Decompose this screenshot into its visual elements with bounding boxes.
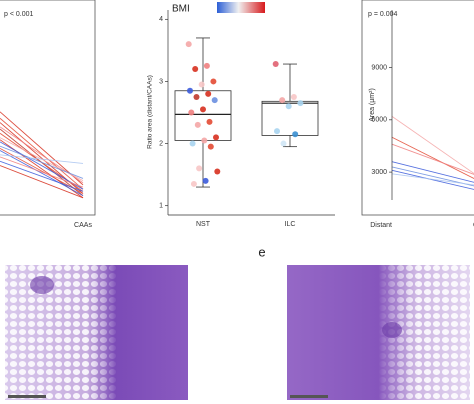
data-point	[292, 131, 299, 138]
panel-label: e	[258, 244, 265, 259]
series-line	[0, 141, 84, 190]
data-point	[188, 109, 195, 116]
legend-title: BMI	[172, 4, 190, 15]
series-line	[391, 161, 474, 183]
series-line	[0, 165, 84, 199]
series-line	[0, 154, 84, 164]
right-frame	[361, 0, 474, 216]
series-line	[391, 115, 474, 175]
data-point	[213, 134, 219, 141]
data-point	[187, 87, 193, 94]
data-point	[200, 106, 206, 113]
p-value: p < 0.001	[4, 11, 33, 18]
data-point	[280, 140, 287, 147]
data-point	[192, 66, 199, 73]
tissue-spot	[30, 276, 54, 294]
data-point	[285, 103, 292, 110]
y-tick-label: 3	[159, 78, 163, 85]
series-line	[0, 160, 84, 192]
y-tick-label: 9000	[371, 64, 387, 71]
x-tick-label: NST	[196, 221, 211, 228]
scale-bar	[290, 395, 328, 398]
data-point	[196, 165, 203, 172]
series-line	[391, 143, 474, 175]
adipocytes	[287, 265, 470, 400]
y-tick-label: 2	[159, 140, 163, 147]
series-line	[391, 169, 474, 190]
y-axis-label: Ratio area (distant/CAAs)	[147, 75, 154, 149]
p-value: p = 0.004	[368, 11, 397, 18]
y-axis-label: Area (µm²)	[369, 88, 376, 122]
data-point	[297, 100, 304, 107]
box	[261, 100, 319, 136]
data-point	[214, 168, 221, 175]
series-line	[0, 156, 84, 188]
left-frame	[0, 0, 96, 216]
series-line	[391, 136, 474, 180]
y-tick-label: 6000	[371, 117, 387, 124]
x-tick-label: CAAs	[74, 222, 92, 229]
data-point	[193, 93, 200, 100]
data-point	[206, 118, 213, 125]
y-tick-label: 3000	[371, 169, 387, 176]
data-point	[189, 140, 196, 147]
data-point	[211, 97, 218, 104]
tissue-spot	[382, 322, 402, 338]
data-point	[194, 121, 201, 128]
data-point	[279, 97, 286, 104]
data-point	[272, 61, 279, 68]
box	[174, 90, 232, 141]
data-point	[202, 177, 209, 184]
y-tick-label: 1	[159, 203, 163, 210]
data-point	[185, 41, 192, 48]
data-point	[210, 78, 217, 85]
data-point	[203, 62, 210, 69]
data-point	[290, 93, 297, 100]
x-tick-label: Distant	[370, 222, 392, 229]
series-line	[391, 173, 474, 186]
data-point	[198, 81, 205, 88]
data-point	[201, 137, 208, 144]
data-point	[207, 143, 214, 150]
series-line	[0, 145, 84, 179]
data-point	[274, 128, 280, 135]
series-line	[0, 150, 84, 197]
x-tick-label: ILC	[285, 221, 296, 228]
data-point	[205, 90, 212, 97]
scale-bar	[8, 395, 46, 398]
legend-colorbar	[217, 2, 265, 13]
data-point	[190, 180, 197, 187]
series-line	[0, 117, 84, 190]
y-tick-label: 4	[159, 16, 163, 23]
